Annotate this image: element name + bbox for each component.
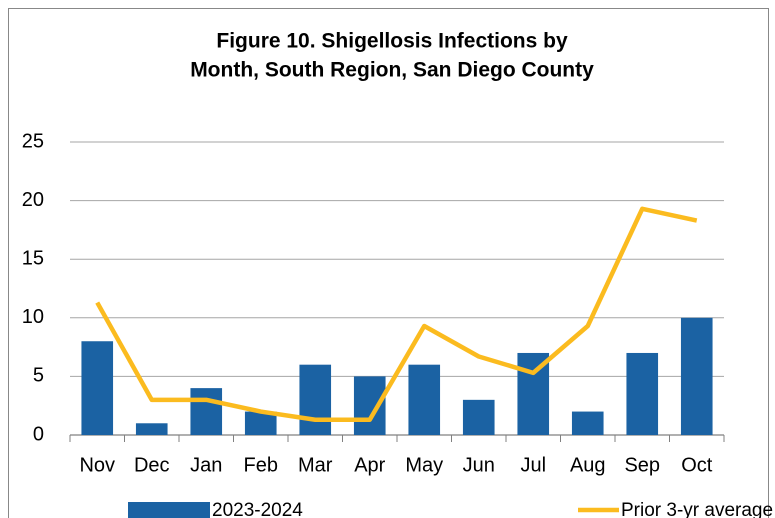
bar [408,364,441,435]
bar [353,376,386,435]
chart-title: Figure 10. Shigellosis Infections by [216,30,568,53]
legend-label: Prior 3-yr average [621,500,773,518]
legend-label: 2023-2024 [212,500,303,518]
bar [81,341,114,435]
bar [190,388,223,435]
y-tick-label: 25 [22,130,44,152]
x-tick-label: Nov [79,454,115,476]
x-tick-label: Feb [244,454,278,476]
chart-title: Month, South Region, San Diego County [190,59,594,82]
bar [299,364,332,435]
x-tick-label: Aug [570,454,606,476]
x-tick-label: Jul [520,454,546,476]
x-tick-label: Sep [624,454,660,476]
x-tick-label: Jan [190,454,222,476]
x-tick-label: Mar [298,454,333,476]
x-tick-label: Jun [463,454,495,476]
y-tick-label: 20 [22,189,44,211]
x-tick-label: Dec [134,454,170,476]
chart-border [8,8,769,518]
y-tick-label: 10 [22,306,44,328]
y-tick-label: 5 [33,365,44,387]
legend-swatch [128,502,210,518]
x-tick-label: Apr [354,454,385,476]
y-tick-label: 15 [22,247,44,269]
bar [135,423,168,435]
line [95,206,698,423]
x-tick-label: Oct [681,454,713,476]
x-tick-label: May [405,454,443,476]
bar [626,352,659,435]
bar [680,317,713,435]
y-tick-label: 0 [33,423,44,445]
bar [571,411,604,435]
bar [462,399,495,435]
bar [244,411,277,435]
